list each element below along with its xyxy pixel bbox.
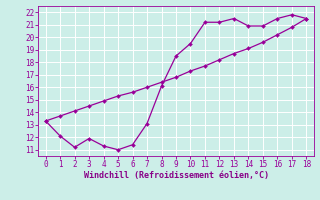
X-axis label: Windchill (Refroidissement éolien,°C): Windchill (Refroidissement éolien,°C): [84, 171, 268, 180]
